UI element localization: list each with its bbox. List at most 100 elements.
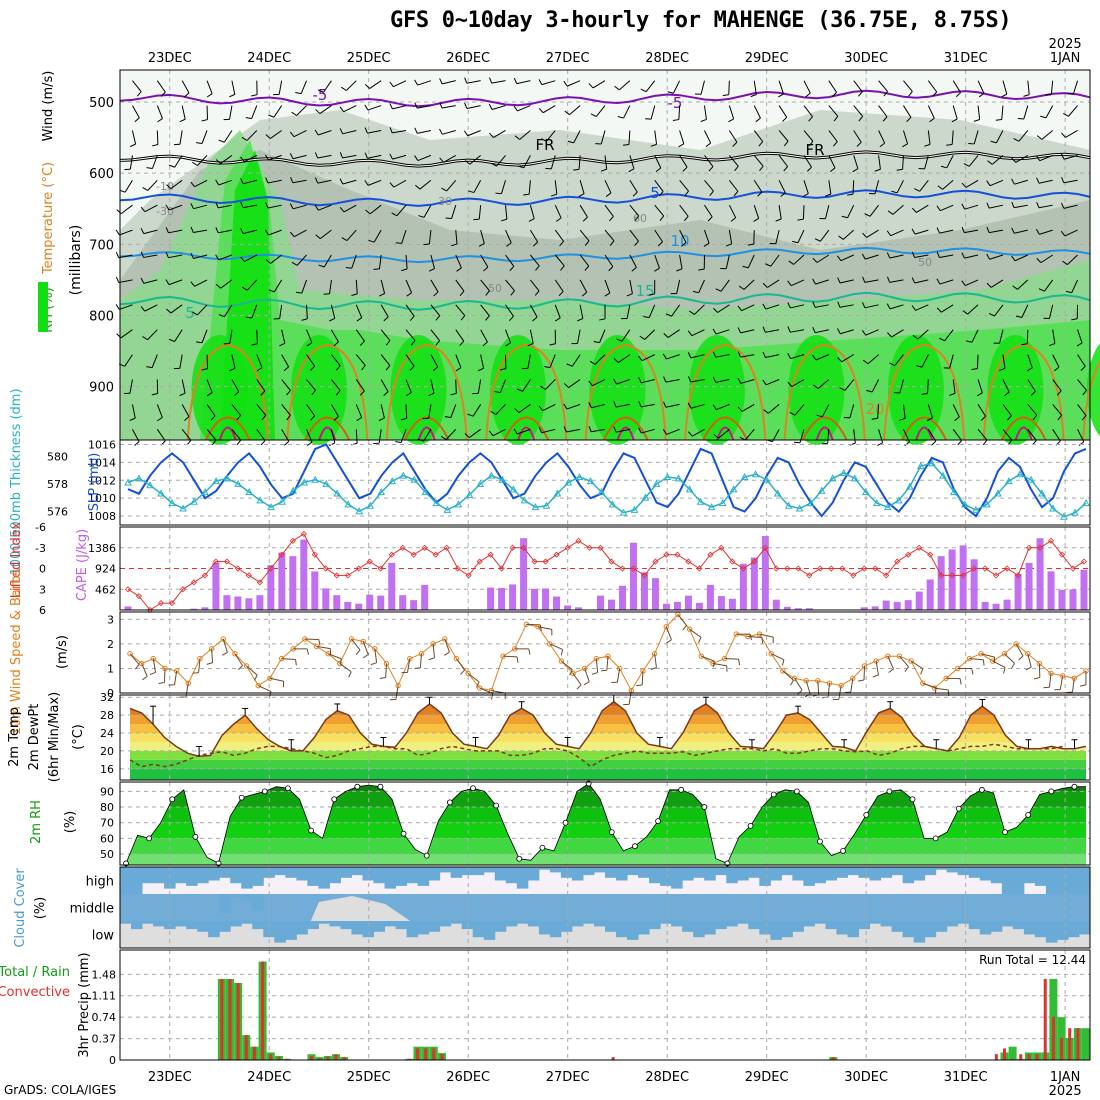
cape-bar — [355, 603, 363, 610]
wind-barb — [902, 155, 904, 170]
wind-barb — [815, 279, 829, 285]
wind-barb — [853, 105, 864, 117]
cloud-bar — [891, 921, 904, 932]
wind-barb — [480, 229, 485, 244]
lifted-index-point — [751, 558, 758, 565]
cloud-bar — [902, 867, 915, 884]
cape-bar — [662, 603, 670, 610]
wind-barb-flag — [389, 127, 393, 134]
lifted-index-point — [256, 579, 263, 586]
wind-barb-flag — [483, 266, 489, 272]
rh-point — [539, 844, 546, 851]
temp-band — [130, 724, 1086, 734]
wind-barb-flag — [886, 303, 891, 310]
temp-band — [130, 750, 1086, 760]
thickness-point — [806, 499, 815, 507]
cloud-bar — [516, 921, 529, 924]
lifted-index-point — [729, 558, 736, 565]
wind-barb — [292, 204, 307, 210]
wind10m-unit-label: (m/s) — [55, 635, 70, 669]
rh-point — [423, 852, 430, 859]
wind-barb — [744, 429, 755, 441]
cloud-bar — [417, 867, 430, 886]
wind-barb-flag — [861, 253, 866, 260]
wind-barb — [679, 254, 683, 269]
wind-barb — [853, 155, 859, 169]
wind-barb — [803, 180, 809, 194]
wind-barb — [143, 229, 158, 235]
wind-barb-flag — [782, 116, 788, 122]
wind-barb-flag — [682, 625, 687, 631]
wind-barb-flag — [158, 681, 165, 684]
wind-barb — [922, 682, 937, 689]
wind-barb — [417, 105, 431, 109]
wind-frame — [119, 611, 1091, 694]
cape-bar — [124, 606, 132, 610]
wind-barb — [554, 304, 561, 319]
wind-barb — [572, 673, 582, 686]
wind-barb-flag — [295, 92, 302, 95]
wind-barb-flag — [1012, 285, 1018, 290]
wind-barb-flag — [802, 193, 809, 198]
cloud-bar — [483, 867, 496, 873]
wind-barb-flag — [184, 92, 190, 98]
thickness-slp-panel: 101610141012101010085805785761000-500mb … — [9, 388, 1091, 576]
wind-barb — [1052, 429, 1061, 442]
cloud-bar — [913, 867, 926, 881]
wind-barb-flag — [613, 401, 617, 408]
wind-barb — [977, 379, 983, 394]
wind-barb — [355, 404, 363, 418]
wind-barb — [251, 304, 258, 319]
cloud-bar — [274, 921, 286, 943]
wind-barb — [428, 404, 432, 419]
thickness-point — [399, 471, 408, 479]
thickness-point — [179, 504, 187, 512]
wind-barb — [939, 254, 954, 259]
wind-barb — [181, 80, 190, 94]
cloud-bar — [450, 921, 463, 924]
wind-barb-flag — [734, 165, 739, 172]
wind-barb-flag — [936, 307, 942, 313]
wind-barb — [910, 660, 924, 670]
wind-barb — [393, 80, 407, 88]
cape-bar — [520, 538, 528, 610]
wind-barb — [529, 205, 535, 219]
cape-bar — [564, 605, 572, 610]
wind-barb — [516, 80, 531, 85]
wind-barb — [951, 130, 954, 145]
wind-barb-flag — [778, 93, 784, 98]
wind-barb-flag — [936, 278, 941, 285]
lifted-index-point — [344, 572, 351, 579]
wind-barb-flag — [488, 103, 493, 110]
wind-barb — [842, 229, 855, 240]
wind-barb-flag — [583, 681, 590, 686]
wind-barb-flag — [715, 288, 722, 292]
wind-barb — [871, 379, 880, 393]
cape-bar — [212, 562, 220, 610]
wind-barb-flag — [1071, 318, 1078, 321]
wind-barb-flag — [663, 401, 667, 408]
wind-barb-flag — [540, 385, 546, 390]
wind-barb-flag — [797, 689, 803, 695]
wind-barb-flag — [215, 283, 222, 289]
wind-barb — [417, 129, 431, 134]
slp-tick-label: 1008 — [88, 510, 116, 523]
wind-barb-flag — [1013, 138, 1020, 142]
wind-barb-flag — [816, 414, 823, 418]
thickness-point — [861, 488, 870, 496]
thickness-point — [663, 472, 672, 481]
wind-barb — [469, 428, 481, 438]
wind-barb-flag — [428, 657, 435, 661]
cape-bar — [783, 606, 791, 610]
wind-barb-flag — [659, 215, 665, 221]
wind-barb-flag — [742, 265, 749, 269]
wind-barb-flag — [961, 252, 965, 259]
lifted-index-point — [1047, 537, 1055, 544]
wind-barb-flag — [240, 256, 245, 262]
top-time-axis: 23DEC 24DEC 25DEC 26DEC 27DEC 28DEC 29DEC 30DEC… — [148, 37, 1082, 66]
wind-barb-flag — [750, 94, 757, 98]
wind-barb-flag — [318, 639, 321, 646]
thickness-point — [1005, 477, 1013, 485]
wind-barb — [455, 329, 465, 342]
